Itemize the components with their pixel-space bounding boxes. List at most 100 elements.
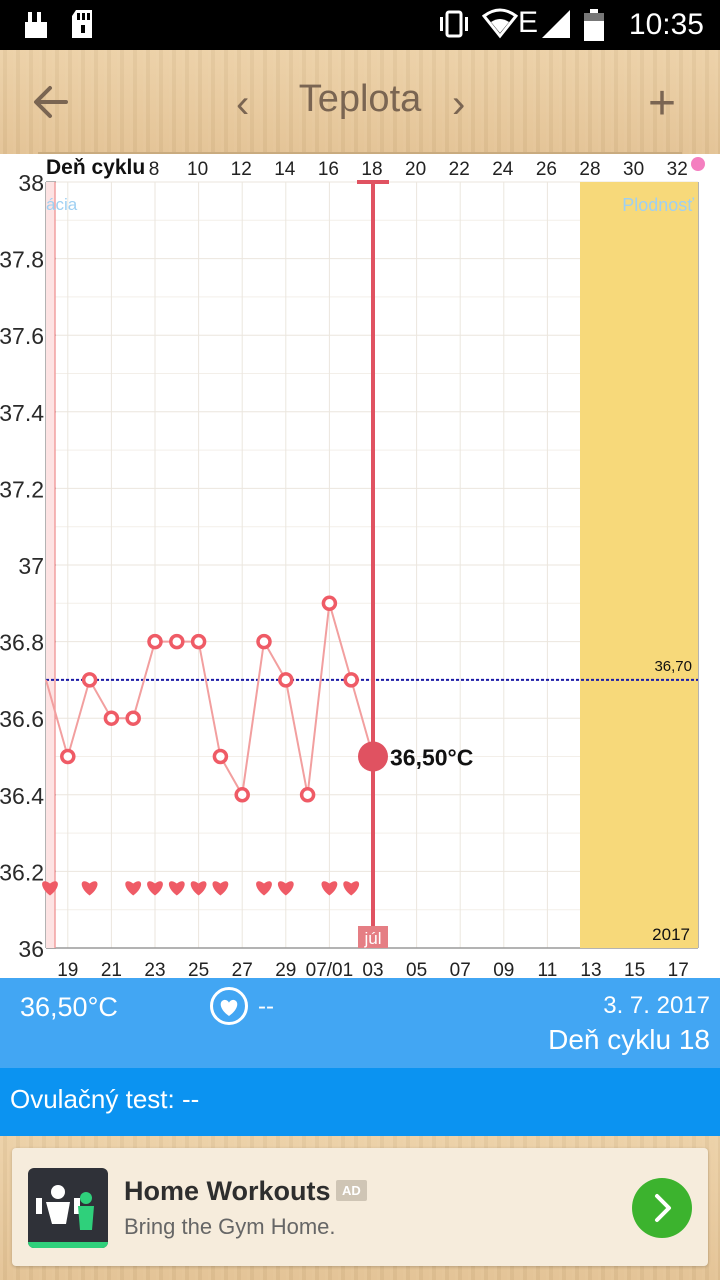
y-tick-label: 36.2 (0, 859, 44, 885)
top-tick-label: 28 (579, 159, 600, 180)
intercourse-value: -- (258, 993, 274, 1020)
bottom-tick-label: 29 (275, 960, 296, 978)
bottom-tick-label: 07/01 (306, 960, 354, 978)
bottom-tick-label: 15 (624, 960, 645, 978)
ad-banner[interactable]: Home Workouts AD Bring the Gym Home. (12, 1148, 708, 1266)
top-tick-label: 20 (405, 159, 426, 180)
top-tick-label: 22 (449, 159, 470, 180)
intercourse-heart (147, 881, 163, 896)
temperature-point (60, 748, 76, 765)
ad-app-name: Home Workouts (124, 1176, 331, 1206)
temperature-line (45, 603, 374, 798)
ad-open-button[interactable] (632, 1178, 692, 1238)
bottom-tick-label: 21 (101, 960, 122, 978)
intercourse-heart (125, 881, 142, 896)
intercourse-heart (190, 881, 207, 896)
intercourse-heart (321, 881, 338, 896)
top-tick-label: 12 (231, 159, 252, 180)
temperature-chart[interactable]: 36,70 36,50°C júl 38 37.8 37.6 37.4 37.2 37 36.… (0, 154, 720, 981)
top-tick-label: 8 (149, 159, 160, 180)
y-tick-label: 37.4 (0, 400, 44, 426)
ad-tagline: Bring the Gym Home. (124, 1214, 336, 1239)
selected-date: 3. 7. 2017 (603, 992, 710, 1019)
cycle-day: Deň cyklu 18 (548, 1024, 710, 1055)
month-label: júl (363, 929, 381, 948)
day-info-bar[interactable]: 36,50°C -- 3. 7. 2017 Deň cyklu 18 (0, 978, 720, 1068)
intercourse-heart (81, 881, 98, 896)
top-tick-label: 10 (187, 159, 208, 180)
bottom-tick-label: 19 (57, 960, 78, 978)
ovulation-test-label: Ovulačný test: -- (10, 1084, 200, 1114)
temperature-point (147, 633, 163, 650)
y-tick-label: 36.6 (0, 706, 44, 732)
app-bar-divider (38, 152, 682, 154)
bottom-tick-label: 17 (668, 960, 689, 978)
cover-line-label: 36,70 (654, 658, 692, 675)
workout-app-icon[interactable] (28, 1168, 108, 1248)
previous-chart-button[interactable]: ‹ (236, 82, 250, 126)
status-bar: E 10:35 (0, 0, 720, 50)
next-chart-button[interactable]: › (452, 82, 466, 126)
y-tick-label: 37.6 (0, 323, 44, 349)
temperature-point (125, 710, 141, 726)
selected-point (358, 741, 388, 772)
bottom-tick-label: 13 (580, 960, 601, 978)
temperature-point (278, 672, 294, 688)
top-tick-label: 32 (667, 159, 688, 180)
wifi-icon (482, 8, 518, 39)
ad-badge: AD (336, 1180, 367, 1201)
ad-area: Home Workouts AD Bring the Gym Home. (0, 1136, 720, 1280)
back-arrow-icon[interactable] (28, 78, 76, 126)
top-tick-label: 24 (492, 159, 514, 180)
ovulation-test-bar[interactable]: Ovulačný test: -- (0, 1068, 720, 1136)
temperature-point (190, 633, 207, 650)
top-tick-label: 30 (623, 159, 644, 180)
top-edge-marker (691, 157, 705, 171)
intercourse-heart (256, 881, 272, 896)
sd-card-icon (72, 10, 92, 38)
bottom-tick-label: 25 (188, 960, 209, 978)
top-tick-label: 26 (536, 159, 557, 180)
intercourse-heart (277, 881, 294, 896)
bottom-tick-label: 09 (493, 960, 514, 978)
chevron-right-icon (655, 1194, 671, 1222)
temperature-point (103, 710, 120, 726)
top-tick-label: 14 (274, 159, 296, 180)
temperature-point (343, 672, 359, 688)
signal-icon (542, 10, 570, 38)
y-tick-label: 37.2 (0, 476, 44, 502)
top-axis-title: Deň cyklu (46, 156, 145, 179)
temperature-point (81, 672, 98, 688)
y-tick-label: 36 (18, 936, 44, 962)
temperature-point (256, 633, 272, 650)
fertile-window-band (580, 182, 698, 948)
intercourse-heart (212, 881, 229, 896)
temperature-point (299, 787, 316, 803)
y-tick-label: 36.4 (0, 783, 44, 809)
clock: 10:35 (628, 8, 704, 41)
top-tick-label: 16 (318, 159, 339, 180)
app-bar: ‹ Teplota › + (0, 50, 720, 154)
selected-temperature: 36,50°C (20, 992, 118, 1022)
bottom-tick-label: 03 (362, 960, 383, 978)
bottom-tick-label: 05 (406, 960, 427, 978)
intercourse-heart-icon[interactable] (210, 987, 248, 1025)
add-button[interactable]: + (648, 77, 677, 130)
bottom-tick-label: 27 (232, 960, 253, 978)
y-tick-label: 37.8 (0, 247, 44, 273)
bottom-tick-label: 11 (538, 960, 558, 978)
month-tag (358, 926, 388, 948)
temperature-point (321, 595, 338, 612)
vibrate-icon (440, 10, 468, 38)
network-type-icon: E (518, 6, 539, 39)
menstruation-band (46, 182, 55, 948)
y-tick-label: 36.8 (0, 630, 44, 656)
selected-day-top-marker (357, 180, 389, 184)
fertility-label: Plodnosť (622, 195, 694, 215)
temperature-point (169, 633, 185, 650)
temperature-point (234, 787, 250, 803)
selected-value-label: 36,50°C (390, 745, 473, 771)
usb-icon (25, 12, 47, 38)
year-label: 2017 (652, 925, 690, 944)
chart-svg[interactable]: 36,70 36,50°C júl 38 37.8 37.6 37.4 37.2 37 36.… (0, 154, 720, 981)
